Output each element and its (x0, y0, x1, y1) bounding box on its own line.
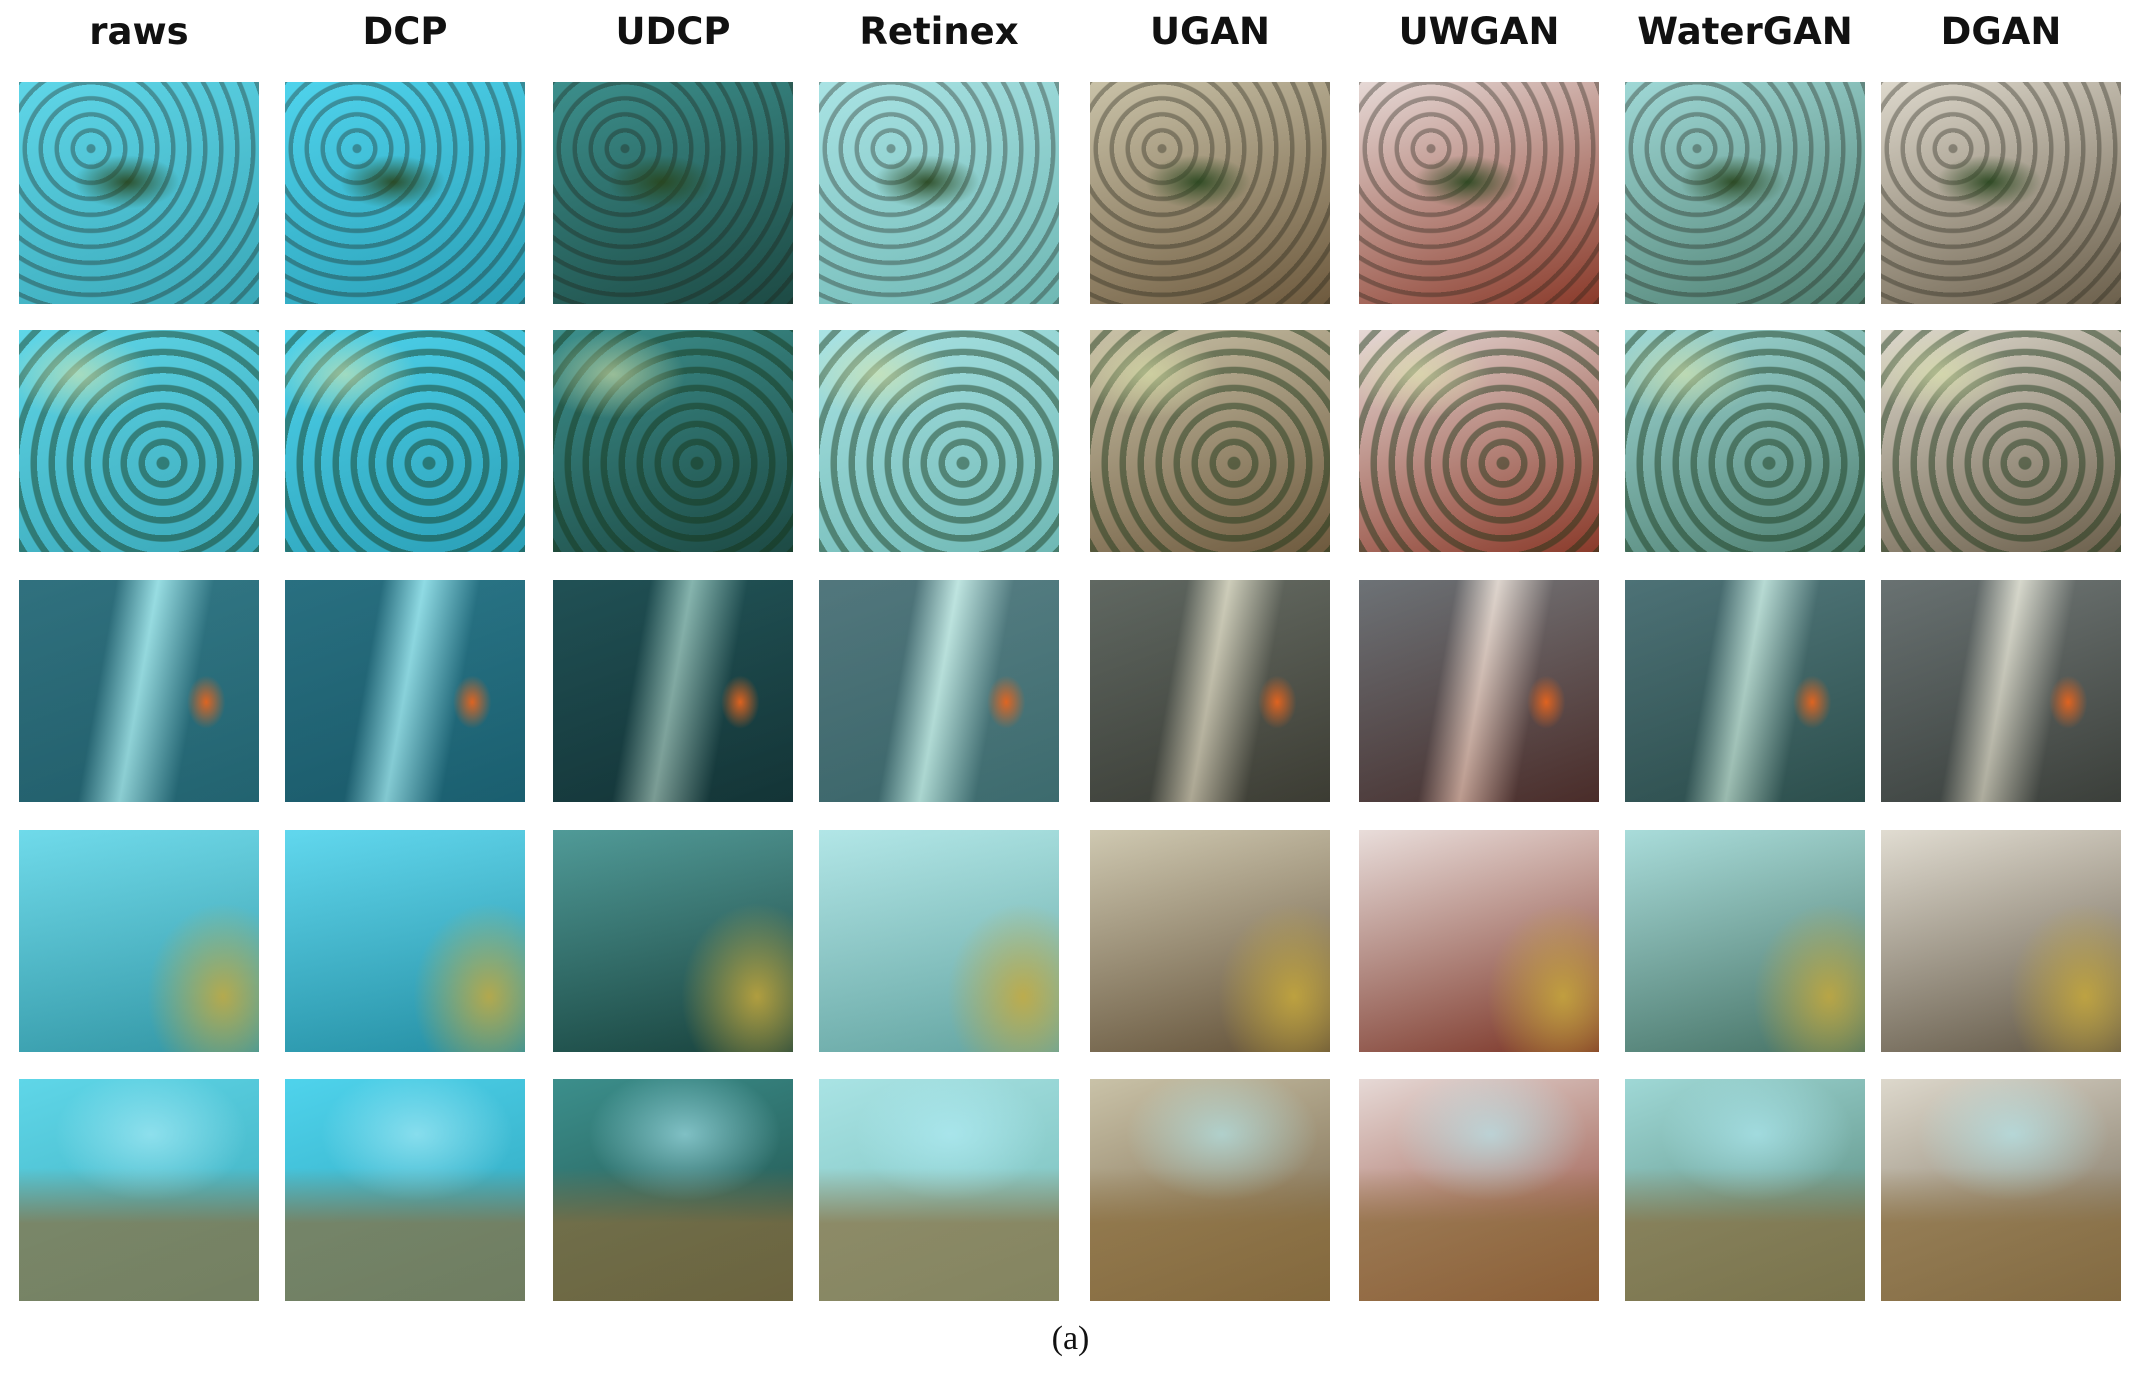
image-cell (1359, 1079, 1599, 1301)
image-cell (1090, 830, 1330, 1052)
image-cell (819, 330, 1059, 552)
column-header: UDCP (615, 10, 731, 53)
image-cell (285, 580, 525, 802)
image-cell (19, 330, 259, 552)
image-cell (1359, 580, 1599, 802)
image-cell (553, 580, 793, 802)
image-cell (1359, 82, 1599, 304)
image-cell (819, 830, 1059, 1052)
caption: (a) (1051, 1320, 1090, 1357)
image-cell (1090, 330, 1330, 552)
image-cell (1625, 830, 1865, 1052)
image-cell (1090, 82, 1330, 304)
image-cell (1881, 82, 2121, 304)
image-cell (553, 830, 793, 1052)
image-cell (1625, 1079, 1865, 1301)
image-cell (19, 82, 259, 304)
column-header: Retinex (859, 10, 1019, 53)
column-header: UGAN (1149, 10, 1270, 53)
image-cell (553, 330, 793, 552)
column-header: raws (89, 10, 189, 53)
image-cell (819, 82, 1059, 304)
column-header: WaterGAN (1637, 10, 1853, 53)
image-cell (819, 580, 1059, 802)
image-cell (819, 1079, 1059, 1301)
column-header: DGAN (1940, 10, 2062, 53)
image-cell (1625, 580, 1865, 802)
image-cell (1881, 1079, 2121, 1301)
image-cell (1090, 1079, 1330, 1301)
image-cell (285, 330, 525, 552)
image-cell (1359, 330, 1599, 552)
image-cell (1090, 580, 1330, 802)
image-cell (285, 82, 525, 304)
image-cell (19, 830, 259, 1052)
image-cell (19, 580, 259, 802)
image-cell (553, 82, 793, 304)
column-header: UWGAN (1398, 10, 1560, 53)
image-cell (1625, 82, 1865, 304)
image-cell (285, 830, 525, 1052)
image-cell (1359, 830, 1599, 1052)
image-cell (553, 1079, 793, 1301)
column-header: DCP (362, 10, 448, 53)
image-cell (1881, 830, 2121, 1052)
image-cell (1881, 580, 2121, 802)
image-cell (19, 1079, 259, 1301)
image-cell (1625, 330, 1865, 552)
image-cell (1881, 330, 2121, 552)
image-cell (285, 1079, 525, 1301)
